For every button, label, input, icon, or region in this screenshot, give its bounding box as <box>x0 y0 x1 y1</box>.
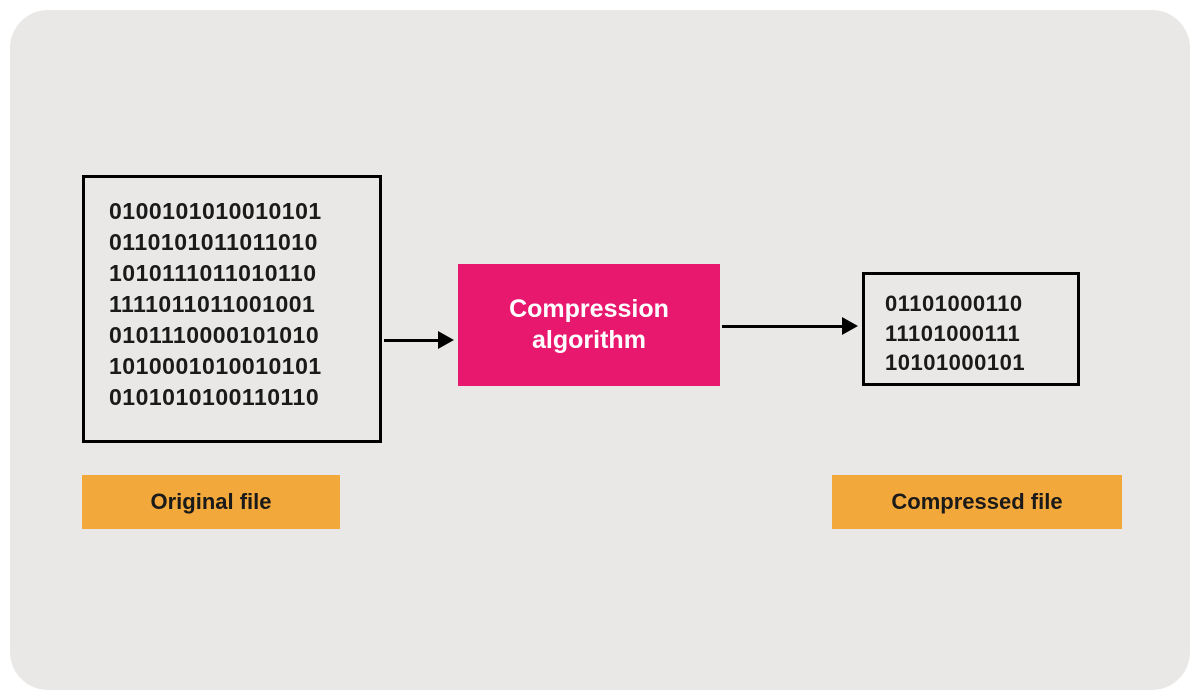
compressed-file-box: 01101000110 11101000111 10101000101 <box>862 272 1080 386</box>
original-file-label: Original file <box>82 475 340 529</box>
binary-line: 1111011011001001 <box>109 289 359 320</box>
binary-line: 10101000101 <box>885 348 1057 378</box>
binary-line: 1010001010010101 <box>109 351 359 382</box>
binary-line: 1010111011010110 <box>109 258 359 289</box>
binary-line: 11101000111 <box>885 319 1057 349</box>
algorithm-title-line2: algorithm <box>509 325 669 356</box>
binary-line: 0101010100110110 <box>109 382 359 413</box>
diagram-canvas: 0100101010010101 0110101011011010 101011… <box>10 10 1190 690</box>
compressed-file-label: Compressed file <box>832 475 1122 529</box>
original-file-label-text: Original file <box>150 489 271 515</box>
compressed-file-label-text: Compressed file <box>891 489 1062 515</box>
binary-line: 0100101010010101 <box>109 196 359 227</box>
compression-algorithm-box: Compression algorithm <box>458 264 720 386</box>
binary-line: 01101000110 <box>885 289 1057 319</box>
binary-line: 0101110000101010 <box>109 320 359 351</box>
binary-line: 0110101011011010 <box>109 227 359 258</box>
algorithm-title-line1: Compression <box>509 294 669 325</box>
original-file-box: 0100101010010101 0110101011011010 101011… <box>82 175 382 443</box>
